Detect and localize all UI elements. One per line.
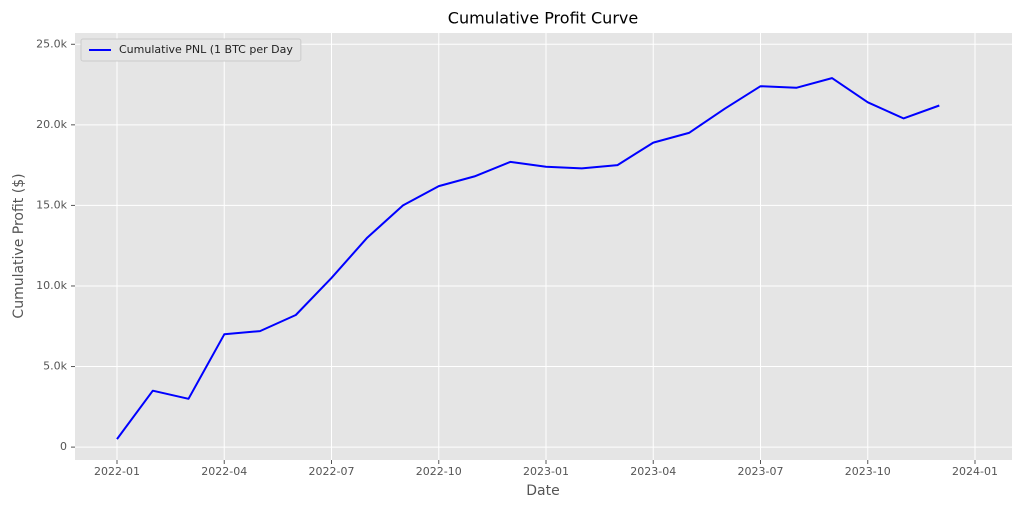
legend-box [80,38,302,62]
y-tick-label: 15.0k [36,198,67,211]
x-tick-label: 2023-07 [738,465,784,478]
x-tick-label: 2022-10 [416,465,462,478]
y-tick-label: 25.0k [36,37,67,50]
legend-label: Cumulative PNL (1 BTC per Day [119,43,293,56]
x-tick-label: 2023-01 [523,465,569,478]
x-axis-label: Date [526,483,559,499]
x-tick-label: 2023-04 [630,465,676,478]
x-tick-label: 2023-10 [845,465,891,478]
x-tick-label: 2022-01 [94,465,140,478]
plot-area [75,33,1012,460]
y-tick-label: 0 [60,440,67,453]
legend: Cumulative PNL (1 BTC per Day [80,38,302,62]
x-tick-label: 2024-01 [952,465,998,478]
y-tick-label: 5.0k [43,360,67,373]
chart-title: Cumulative Profit Curve [448,9,638,28]
x-tick-label: 2022-07 [309,465,355,478]
line-series [116,77,940,440]
y-tick-label: 20.0k [36,118,67,131]
y-axis-label: Cumulative Profit ($) [11,173,27,318]
y-tick-label: 10.0k [36,279,67,292]
x-tick-label: 2022-04 [201,465,247,478]
